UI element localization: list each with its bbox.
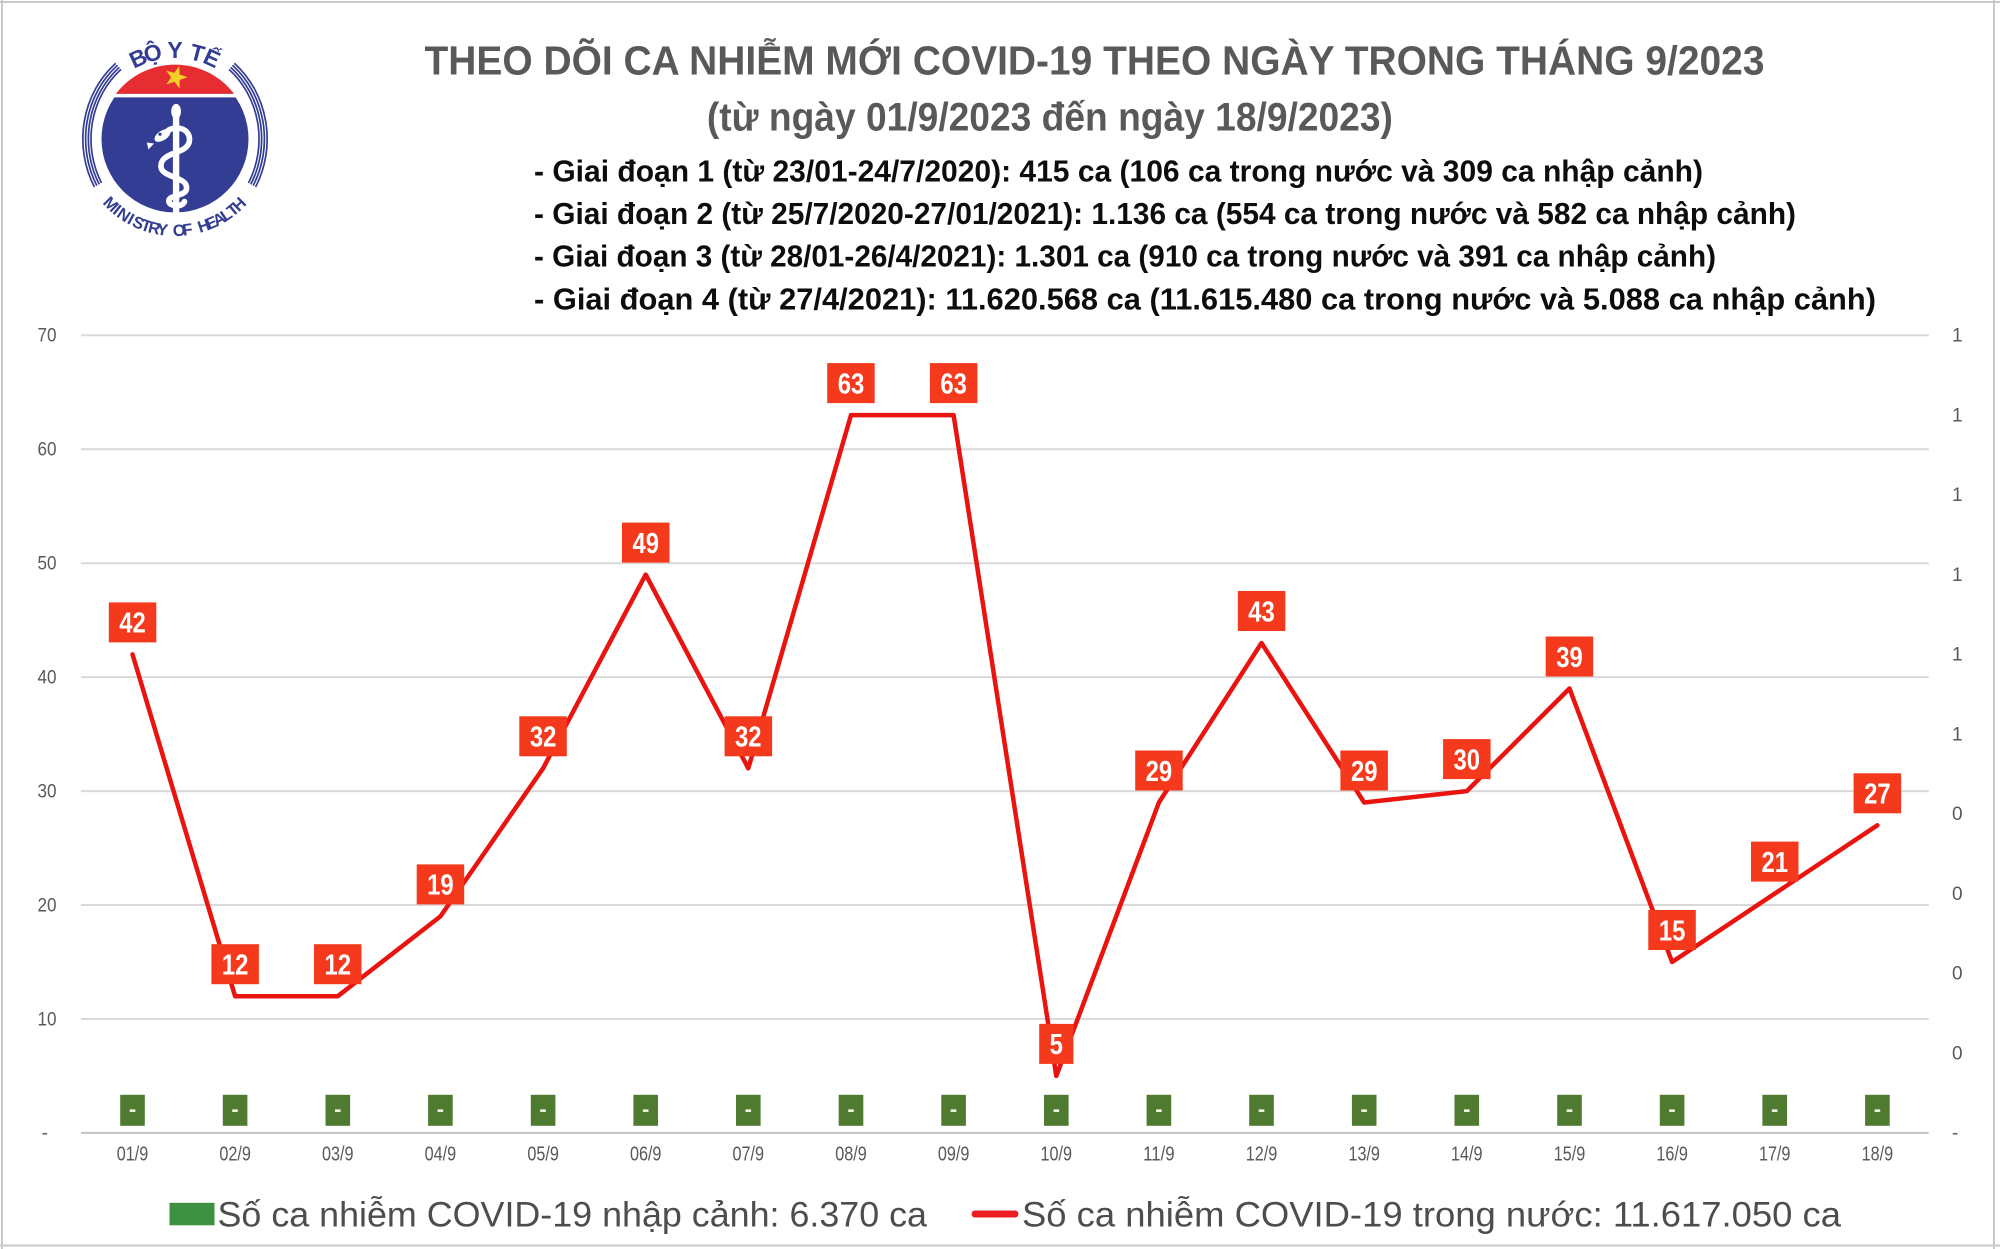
svg-text:1: 1 (1952, 724, 1963, 745)
svg-text:03/9: 03/9 (322, 1144, 354, 1166)
svg-text:08/9: 08/9 (835, 1144, 867, 1166)
svg-text:60: 60 (38, 440, 57, 461)
svg-text:42: 42 (119, 608, 146, 640)
svg-text:14/9: 14/9 (1451, 1144, 1483, 1166)
svg-text:15/9: 15/9 (1554, 1144, 1586, 1166)
svg-text:09/9: 09/9 (938, 1144, 970, 1166)
svg-text:O: O (172, 222, 186, 241)
svg-text:49: 49 (632, 528, 659, 560)
svg-text:H: H (195, 216, 212, 237)
svg-text:-: - (539, 1097, 546, 1122)
svg-text:Y: Y (167, 37, 182, 63)
svg-text:29: 29 (1146, 756, 1173, 788)
svg-text:18/9: 18/9 (1862, 1144, 1894, 1166)
svg-text:-: - (437, 1097, 444, 1122)
svg-text:21: 21 (1761, 847, 1788, 879)
svg-text:1: 1 (1952, 326, 1963, 347)
svg-text:-: - (231, 1097, 238, 1122)
svg-text:1: 1 (1952, 485, 1963, 506)
svg-text:07/9: 07/9 (733, 1144, 765, 1166)
svg-text:1: 1 (1952, 405, 1963, 426)
svg-text:63: 63 (838, 368, 865, 400)
svg-text:20: 20 (38, 895, 57, 916)
svg-text:12: 12 (222, 950, 249, 982)
svg-text:F: F (181, 221, 193, 240)
svg-text:30: 30 (1454, 744, 1481, 776)
svg-text:-: - (1463, 1097, 1470, 1122)
svg-text:0: 0 (1952, 804, 1963, 825)
svg-text:R: R (146, 219, 162, 239)
svg-text:-: - (42, 1123, 48, 1144)
svg-text:32: 32 (530, 722, 557, 754)
svg-text:(từ ngày 01/9/2023 đến ngày 18: (từ ngày 01/9/2023 đến ngày 18/9/2023) (707, 96, 1393, 140)
svg-text:Số ca nhiễm COVID-19 trong nướ: Số ca nhiễm COVID-19 trong nước: 11.617.… (1022, 1195, 1841, 1235)
svg-text:-: - (1258, 1097, 1265, 1122)
svg-text:04/9: 04/9 (425, 1144, 457, 1166)
svg-text:1: 1 (1952, 645, 1963, 666)
svg-text:-: - (1874, 1097, 1881, 1122)
svg-text:Y: Y (156, 220, 169, 239)
svg-text:40: 40 (38, 667, 57, 688)
svg-text:- Giai đoạn 3 (từ 28/01-26/4/2: - Giai đoạn 3 (từ 28/01-26/4/2021): 1.30… (534, 239, 1716, 274)
svg-text:0: 0 (1952, 884, 1963, 905)
svg-text:29: 29 (1351, 756, 1378, 788)
svg-text:- Giai đoạn 4 (từ 27/4/2021):: - Giai đoạn 4 (từ 27/4/2021): 11.620.568… (534, 281, 1876, 316)
svg-text:0: 0 (1952, 964, 1963, 985)
svg-text:Số ca nhiễm COVID-19 nhập cảnh: Số ca nhiễm COVID-19 nhập cảnh: 6.370 ca (218, 1195, 928, 1235)
svg-text:15: 15 (1659, 915, 1686, 947)
svg-text:63: 63 (940, 368, 967, 400)
svg-text:-: - (334, 1097, 341, 1122)
svg-text:0: 0 (1952, 1043, 1963, 1064)
svg-text:10/9: 10/9 (1041, 1144, 1073, 1166)
svg-text:- Giai đoạn 1 (từ 23/01-24/7/2: - Giai đoạn 1 (từ 23/01-24/7/2020): 415 … (534, 154, 1703, 189)
svg-text:05/9: 05/9 (527, 1144, 559, 1166)
svg-text:-: - (1771, 1097, 1778, 1122)
svg-text:11/9: 11/9 (1143, 1144, 1175, 1166)
svg-text:02/9: 02/9 (219, 1144, 251, 1166)
svg-text:01/9: 01/9 (117, 1144, 149, 1166)
svg-text:70: 70 (38, 326, 57, 347)
svg-text:-: - (1155, 1097, 1162, 1122)
svg-text:32: 32 (735, 722, 762, 754)
svg-text:10: 10 (38, 1009, 57, 1030)
svg-text:12/9: 12/9 (1246, 1144, 1278, 1166)
svg-text:-: - (642, 1097, 649, 1122)
svg-text:39: 39 (1556, 642, 1583, 674)
svg-text:12: 12 (325, 950, 352, 982)
svg-text:-: - (1952, 1123, 1958, 1144)
svg-text:T: T (187, 39, 207, 68)
svg-text:50: 50 (38, 554, 57, 575)
svg-text:43: 43 (1248, 596, 1275, 628)
svg-text:1: 1 (1952, 565, 1963, 586)
svg-text:06/9: 06/9 (630, 1144, 662, 1166)
svg-text:17/9: 17/9 (1759, 1144, 1791, 1166)
svg-text:-: - (1361, 1097, 1368, 1122)
svg-text:19: 19 (427, 870, 454, 902)
svg-text:13/9: 13/9 (1348, 1144, 1380, 1166)
svg-text:-: - (950, 1097, 957, 1122)
svg-text:-: - (1566, 1097, 1573, 1122)
svg-text:5: 5 (1050, 1029, 1063, 1061)
svg-text:16/9: 16/9 (1656, 1144, 1688, 1166)
svg-text:27: 27 (1864, 779, 1891, 811)
svg-text:-: - (847, 1097, 854, 1122)
svg-text:-: - (745, 1097, 752, 1122)
svg-text:THEO DÕI CA NHIỄM MỚI COVID-19: THEO DÕI CA NHIỄM MỚI COVID-19 THEO NGÀY… (425, 38, 1765, 84)
svg-text:-: - (1053, 1097, 1060, 1122)
svg-text:- Giai đoạn 2 (từ 25/7/2020-27: - Giai đoạn 2 (từ 25/7/2020-27/01/2021):… (534, 196, 1796, 231)
svg-text:30: 30 (38, 781, 57, 802)
svg-text:-: - (129, 1097, 136, 1122)
svg-text:-: - (1668, 1097, 1675, 1122)
